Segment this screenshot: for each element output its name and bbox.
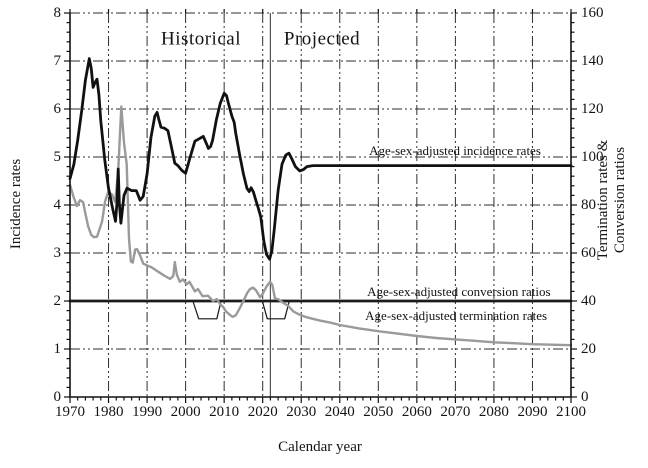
series-line (261, 300, 290, 320)
x-tick-label: 2010 (209, 403, 240, 420)
region-label-historical: Historical (161, 28, 241, 50)
x-tick-label: 1990 (132, 403, 163, 420)
y-left-tick-label: 4 (53, 196, 62, 213)
y-right-tick-label: 160 (581, 4, 604, 21)
x-tick-label: 2090 (517, 403, 548, 420)
series-line (68, 57, 573, 261)
y-right-tick-label: 60 (581, 244, 596, 261)
y-left-tick-label: 6 (53, 100, 62, 117)
x-tick-label: 1970 (55, 403, 85, 420)
x-tick-label: 2020 (247, 403, 278, 420)
y-right-tick-label: 100 (581, 148, 604, 165)
y-right-tick-label: 80 (581, 196, 596, 213)
y-right-tick-label: 140 (581, 52, 604, 69)
series-line (192, 300, 222, 320)
y-right-tick-label: 120 (581, 100, 604, 117)
x-tick-label: 2050 (363, 403, 394, 420)
y-axis-title-right-line2: Conversion ratios (612, 146, 628, 254)
y-right-tick-label: 20 (581, 340, 596, 357)
y-left-tick-label: 8 (53, 4, 62, 21)
y-left-tick-label: 2 (53, 292, 62, 309)
y-axis-title-left: Incidence rates (7, 158, 24, 250)
y-left-tick-label: 7 (53, 52, 62, 69)
x-tick-label: 1980 (93, 403, 124, 420)
x-tick-label: 2060 (401, 403, 432, 420)
annotation-incidence-rates: Age-sex-adjusted incidence rates (369, 142, 541, 158)
y-left-tick-label: 3 (53, 244, 62, 261)
annotation-termination-rates: Age-sex-adjusted termination rates (365, 307, 548, 323)
y-right-tick-label: 0 (581, 388, 589, 405)
x-axis-title: Calendar year (278, 438, 362, 455)
x-tick-label: 2070 (440, 403, 471, 420)
region-label-projected: Projected (283, 28, 361, 50)
x-tick-label: 2080 (478, 403, 509, 420)
series-line (68, 105, 573, 347)
y-left-tick-label: 5 (53, 148, 62, 165)
y-right-tick-label: 40 (581, 292, 596, 309)
x-tick-label: 2030 (286, 403, 317, 420)
x-tick-label: 2100 (556, 403, 586, 420)
y-left-tick-label: 0 (53, 388, 62, 405)
x-tick-label: 2040 (324, 403, 355, 420)
annotation-conversion-ratios: Age-sex-adjusted conversion ratios (367, 283, 551, 299)
y-left-tick-label: 1 (53, 340, 62, 357)
x-tick-label: 2000 (170, 403, 201, 420)
